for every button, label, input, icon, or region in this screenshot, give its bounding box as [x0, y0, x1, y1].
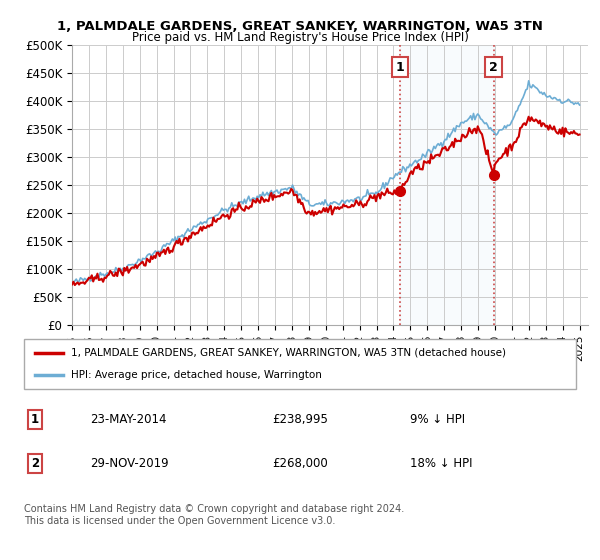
Text: 1: 1 [31, 413, 39, 426]
Text: £238,995: £238,995 [272, 413, 328, 426]
Text: 1, PALMDALE GARDENS, GREAT SANKEY, WARRINGTON, WA5 3TN (detached house): 1, PALMDALE GARDENS, GREAT SANKEY, WARRI… [71, 348, 506, 358]
Text: £268,000: £268,000 [272, 457, 328, 470]
Text: 2: 2 [489, 60, 498, 74]
FancyBboxPatch shape [24, 339, 576, 389]
Text: 2: 2 [31, 457, 39, 470]
Text: 1, PALMDALE GARDENS, GREAT SANKEY, WARRINGTON, WA5 3TN: 1, PALMDALE GARDENS, GREAT SANKEY, WARRI… [57, 20, 543, 32]
Text: Contains HM Land Registry data © Crown copyright and database right 2024.
This d: Contains HM Land Registry data © Crown c… [24, 504, 404, 526]
Text: 9% ↓ HPI: 9% ↓ HPI [410, 413, 466, 426]
Text: 18% ↓ HPI: 18% ↓ HPI [410, 457, 473, 470]
Text: 29-NOV-2019: 29-NOV-2019 [90, 457, 169, 470]
Text: HPI: Average price, detached house, Warrington: HPI: Average price, detached house, Warr… [71, 370, 322, 380]
Text: 1: 1 [395, 60, 404, 74]
Text: 23-MAY-2014: 23-MAY-2014 [90, 413, 167, 426]
Bar [400, 45, 494, 325]
Text: Price paid vs. HM Land Registry's House Price Index (HPI): Price paid vs. HM Land Registry's House … [131, 31, 469, 44]
